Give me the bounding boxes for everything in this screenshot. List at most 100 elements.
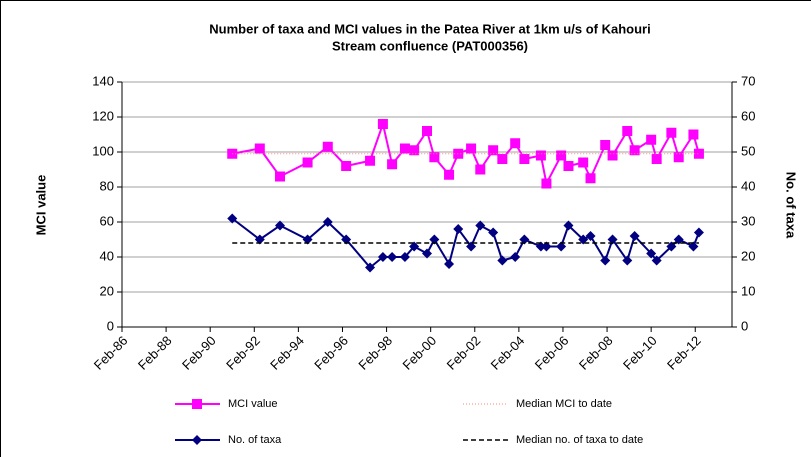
data-point	[688, 129, 699, 140]
x-tick-label: Feb-96	[311, 333, 351, 373]
data-point	[341, 234, 352, 245]
data-point	[254, 234, 265, 245]
data-point	[422, 248, 432, 259]
data-point	[646, 248, 657, 259]
data-point	[578, 157, 589, 168]
data-point	[510, 252, 521, 262]
data-point	[365, 155, 376, 166]
x-tick-label: Feb-02	[444, 333, 484, 373]
data-point	[466, 241, 477, 252]
data-point	[629, 145, 640, 156]
data-point	[341, 161, 352, 171]
y-tick-label: 60	[100, 213, 114, 228]
data-point	[488, 227, 499, 238]
y2-tick-label: 60	[741, 108, 755, 123]
data-point	[556, 241, 567, 252]
data-point	[377, 252, 388, 262]
data-point	[600, 255, 611, 266]
data-point	[302, 234, 313, 245]
data-point	[629, 231, 640, 241]
data-point	[585, 173, 596, 184]
data-point	[556, 150, 567, 161]
data-point	[302, 157, 313, 168]
x-tick-label: Feb-92	[223, 333, 263, 373]
data-point	[399, 143, 410, 154]
x-tick-label: Feb-88	[135, 333, 175, 373]
data-point	[422, 126, 432, 136]
data-point	[254, 143, 265, 154]
y2-tick-label: 10	[741, 283, 755, 298]
x-tick-label: Feb-08	[576, 333, 616, 373]
data-point	[622, 255, 633, 266]
data-point	[275, 220, 286, 231]
legend-label: No. of taxa	[228, 434, 282, 446]
data-point	[453, 224, 464, 234]
legend-marker	[192, 399, 202, 409]
x-tick-label: Feb-98	[355, 333, 395, 373]
y-tick-label: 20	[100, 283, 114, 298]
legend-label: MCI value	[228, 398, 278, 410]
data-point	[541, 178, 552, 189]
data-point	[541, 241, 552, 252]
data-point	[429, 234, 440, 245]
data-point	[578, 234, 589, 245]
data-point	[693, 148, 704, 159]
data-point	[399, 252, 410, 262]
data-point	[387, 159, 398, 170]
data-point	[275, 171, 286, 182]
data-point	[563, 161, 574, 171]
y2-tick-label: 40	[741, 178, 755, 193]
data-point	[607, 234, 618, 245]
data-point	[666, 127, 677, 138]
data-point	[497, 255, 508, 266]
data-point	[409, 145, 420, 156]
data-point	[466, 143, 477, 154]
data-point	[488, 145, 499, 156]
legend-marker	[192, 435, 202, 445]
y-tick-label: 80	[100, 178, 114, 193]
data-point	[563, 220, 574, 231]
data-point	[673, 152, 684, 163]
data-point	[693, 227, 704, 238]
data-point	[497, 154, 508, 164]
data-point	[622, 126, 633, 136]
data-point	[585, 231, 596, 241]
data-point	[227, 213, 238, 224]
y-tick-label: 100	[92, 143, 114, 158]
data-point	[387, 252, 398, 262]
y2-axis-label: No. of taxa	[784, 172, 799, 239]
y-axis-label: MCI value	[33, 175, 48, 236]
y2-tick-label: 50	[741, 143, 755, 158]
data-point	[444, 259, 455, 269]
data-point	[322, 141, 333, 152]
y2-tick-label: 20	[741, 248, 755, 263]
data-point	[377, 119, 388, 129]
data-point	[475, 164, 486, 175]
chart-title: Number of taxa and MCI values in the Pat…	[209, 21, 650, 36]
data-point	[535, 150, 546, 161]
y-tick-label: 120	[92, 108, 114, 123]
data-point	[519, 154, 530, 164]
x-tick-label: Feb-10	[620, 333, 660, 373]
x-tick-label: Feb-04	[488, 333, 528, 373]
data-point	[666, 241, 677, 252]
x-tick-label: Feb-94	[267, 333, 307, 373]
data-point	[535, 241, 546, 252]
data-point	[510, 138, 521, 149]
data-point	[409, 241, 420, 252]
y-tick-label: 0	[107, 318, 114, 333]
y2-tick-label: 30	[741, 213, 755, 228]
data-point	[600, 140, 611, 150]
data-point	[651, 154, 662, 164]
data-point	[646, 134, 657, 145]
x-tick-label: Feb-90	[179, 333, 219, 373]
legend-label: Median no. of taxa to date	[516, 434, 643, 446]
data-point	[688, 241, 699, 252]
x-tick-label: Feb-06	[532, 333, 572, 373]
data-point	[519, 234, 530, 245]
x-tick-label: Feb-86	[91, 333, 131, 373]
chart-title: Stream confluence (PAT000356)	[332, 38, 528, 53]
data-point	[365, 262, 376, 273]
y-tick-label: 140	[92, 73, 114, 88]
